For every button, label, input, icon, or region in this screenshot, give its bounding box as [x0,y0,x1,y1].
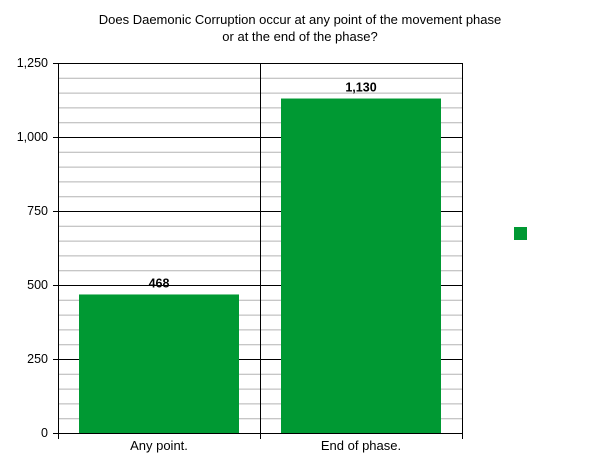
x-tick-label: Any point. [130,438,188,453]
bar [281,98,441,434]
chart-title-line-2: or at the end of the phase? [222,29,377,44]
data-label: 1,130 [345,81,376,95]
data-label: 468 [149,276,170,290]
chart-title-line-1: Does Daemonic Corruption occur at any po… [99,12,502,27]
y-tick-label: 500 [27,278,48,292]
y-tick-label: 750 [27,204,48,218]
y-tick-label: 250 [27,352,48,366]
bar [79,294,239,433]
y-tick-label: 0 [41,426,48,440]
legend-swatch [514,227,527,240]
y-tick-label: 1,250 [17,56,48,70]
x-tick-label: End of phase. [321,438,401,453]
y-tick-label: 1,000 [17,130,48,144]
